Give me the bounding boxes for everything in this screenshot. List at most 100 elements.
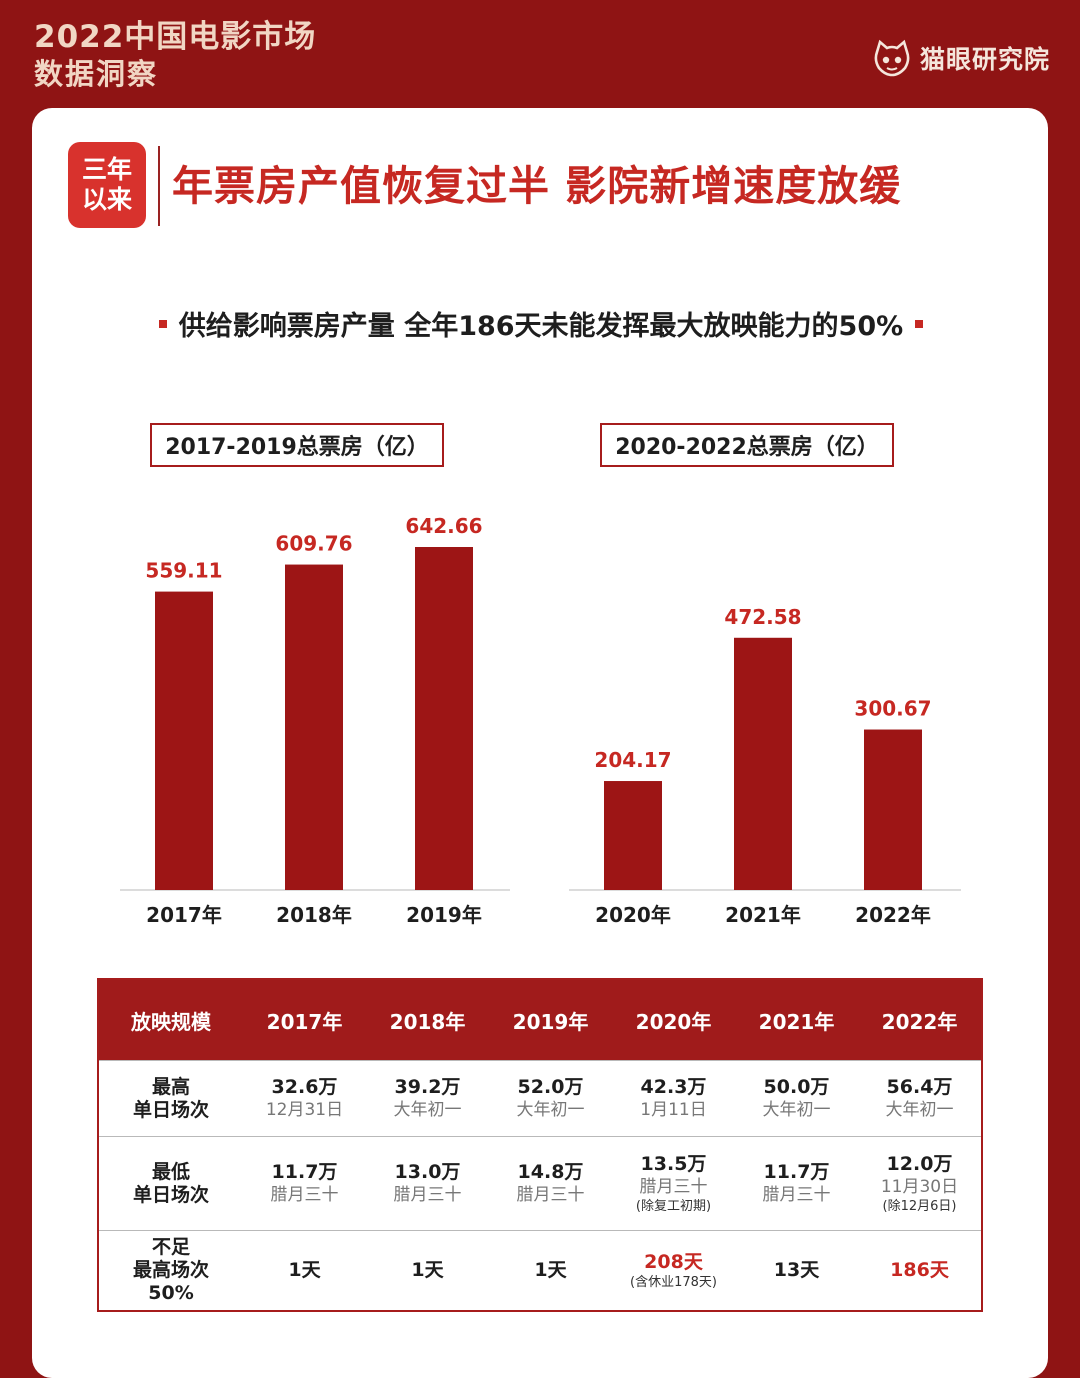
brand-name: 猫眼研究院 bbox=[919, 45, 1050, 74]
report-title: 2022中国电影市场 数据洞察 bbox=[34, 18, 316, 92]
title-divider bbox=[158, 146, 160, 226]
cell-value: 1天 bbox=[534, 1259, 567, 1281]
table-header-year: 2020年 bbox=[635, 1009, 712, 1034]
bar-2019年 bbox=[415, 547, 473, 890]
cell-note: (含休业178天) bbox=[630, 1274, 717, 1290]
table-cell: 56.4万 大年初一 bbox=[858, 1076, 981, 1121]
bar-value-label: 642.66 bbox=[405, 514, 482, 538]
bar-category-label: 2017年 bbox=[146, 903, 222, 927]
row-label-text: 最高 bbox=[151, 1075, 190, 1098]
bullet-square-icon bbox=[158, 319, 167, 328]
bar-2018年 bbox=[285, 564, 343, 890]
cell-date: 大年初一 bbox=[516, 1100, 585, 1120]
table-cell: 1天 bbox=[243, 1259, 366, 1282]
subtitle: 供给影响票房产量 全年186天未能发挥最大放映能力的50% bbox=[98, 304, 984, 343]
table-row-max-screenings: 最高 单日场次 32.6万 12月31日 39.2万 大年初一 52.0万 大年初一 42.3万… bbox=[99, 1060, 981, 1136]
table-cell: 13.5万 腊月三十 (除复工初期) bbox=[612, 1153, 735, 1215]
row-label: 不足 最高场次 50% bbox=[99, 1236, 243, 1305]
bar-value-label: 300.67 bbox=[854, 697, 931, 721]
bar-value-label: 204.17 bbox=[594, 748, 671, 772]
table-cell: 11.7万 腊月三十 bbox=[243, 1161, 366, 1206]
report-title-line2: 数据洞察 bbox=[34, 57, 159, 91]
table-cell: 32.6万 12月31日 bbox=[243, 1076, 366, 1121]
table-cell: 14.8万 腊月三十 bbox=[489, 1161, 612, 1206]
table-header-year: 2022年 bbox=[881, 1009, 958, 1034]
table-row-under-half: 不足 最高场次 50% 1天 1天 1天 208天 (含休业178天) 13天 186天 bbox=[99, 1230, 981, 1310]
chart-right-title: 2020-2022总票房（亿） bbox=[600, 423, 894, 467]
bar-category-label: 2021年 bbox=[725, 903, 801, 927]
brand: 猫眼研究院 bbox=[872, 36, 1050, 80]
cell-date: 腊月三十 bbox=[639, 1176, 708, 1197]
table-cell: 13.0万 腊月三十 bbox=[366, 1161, 489, 1206]
cell-value: 11.7万 bbox=[271, 1161, 338, 1183]
table-header-year: 2018年 bbox=[389, 1009, 466, 1034]
table-header-row: 放映规模 2017年 2018年 2019年 2020年 2021年 2022年 bbox=[99, 980, 981, 1060]
table-cell: 13天 bbox=[735, 1259, 858, 1282]
cell-value: 13天 bbox=[773, 1259, 820, 1281]
content-card: 三年 以来 年票房产值恢复过半 影院新增速度放缓 供给影响票房产量 全年186天… bbox=[32, 108, 1048, 1378]
cell-value: 56.4万 bbox=[886, 1076, 953, 1098]
table-cell: 186天 bbox=[858, 1259, 981, 1282]
cell-date: 11月30日 bbox=[880, 1176, 959, 1197]
bar-category-label: 2018年 bbox=[276, 903, 352, 927]
row-label-text: 50% bbox=[148, 1282, 194, 1304]
cell-value: 52.0万 bbox=[517, 1076, 584, 1098]
bar-value-label: 559.11 bbox=[145, 559, 222, 583]
cell-note: (除12月6日) bbox=[882, 1198, 957, 1214]
cell-date: 腊月三十 bbox=[516, 1185, 585, 1205]
cell-date: 腊月三十 bbox=[393, 1185, 462, 1205]
cell-value: 13.0万 bbox=[394, 1161, 461, 1183]
main-title: 年票房产值恢复过半 影院新增速度放缓 bbox=[172, 162, 902, 210]
table-header-year: 2021年 bbox=[758, 1009, 835, 1034]
row-label-text: 不足 bbox=[151, 1236, 190, 1258]
table-cell: 50.0万 大年初一 bbox=[735, 1076, 858, 1121]
bar-2022年 bbox=[864, 729, 922, 890]
bar-2020年 bbox=[604, 781, 662, 890]
row-label-text: 最低 bbox=[151, 1160, 190, 1183]
row-label: 最高 单日场次 bbox=[99, 1076, 243, 1122]
screening-scale-table: 放映规模 2017年 2018年 2019年 2020年 2021年 2022年 最高 单日场… bbox=[97, 978, 983, 1312]
cell-value: 32.6万 bbox=[271, 1076, 338, 1098]
table-cell: 208天 (含休业178天) bbox=[612, 1251, 735, 1291]
cell-value: 11.7万 bbox=[763, 1161, 830, 1183]
table-cell: 12.0万 11月30日 (除12月6日) bbox=[858, 1153, 981, 1215]
table-header-label: 放映规模 bbox=[131, 1009, 211, 1034]
table-cell: 1天 bbox=[489, 1259, 612, 1282]
cell-value: 1天 bbox=[411, 1259, 444, 1281]
bullet-square-icon bbox=[915, 319, 924, 328]
cell-value: 1天 bbox=[288, 1259, 321, 1281]
box-office-charts: 559.11 2017年 609.76 2018年 642.66 2019年 204.17 2… bbox=[120, 514, 961, 927]
table-cell: 39.2万 大年初一 bbox=[366, 1076, 489, 1121]
cell-value: 14.8万 bbox=[517, 1161, 584, 1183]
badge-line2: 以来 bbox=[81, 185, 132, 214]
report-title-line1: 2022中国电影市场 bbox=[34, 19, 317, 55]
bar-category-label: 2020年 bbox=[595, 903, 671, 927]
cell-date: 腊月三十 bbox=[762, 1185, 831, 1205]
cell-date: 大年初一 bbox=[885, 1100, 954, 1120]
chart-left-title-text: 2017-2019总票房（亿） bbox=[165, 435, 429, 460]
table-header-year: 2019年 bbox=[512, 1009, 589, 1034]
table-cell: 42.3万 1月11日 bbox=[612, 1076, 735, 1121]
chart-right-title-text: 2020-2022总票房（亿） bbox=[615, 435, 879, 460]
cell-date: 大年初一 bbox=[762, 1100, 831, 1120]
bar-2017年 bbox=[155, 591, 213, 890]
cell-date: 1月11日 bbox=[640, 1100, 707, 1120]
cell-date: 大年初一 bbox=[393, 1100, 462, 1120]
bar-category-label: 2022年 bbox=[855, 903, 931, 927]
cell-date: 腊月三十 bbox=[270, 1185, 339, 1205]
bar-category-label: 2019年 bbox=[406, 903, 482, 927]
bar-value-label: 472.58 bbox=[724, 605, 801, 629]
table-cell: 1天 bbox=[366, 1259, 489, 1282]
cell-value: 50.0万 bbox=[763, 1076, 830, 1098]
row-label-text: 单日场次 bbox=[132, 1183, 209, 1206]
table-cell: 52.0万 大年初一 bbox=[489, 1076, 612, 1121]
subtitle-text: 供给影响票房产量 全年186天未能发挥最大放映能力的50% bbox=[178, 311, 904, 342]
bar-2021年 bbox=[734, 637, 792, 890]
cell-value: 42.3万 bbox=[640, 1076, 707, 1098]
cell-value: 39.2万 bbox=[394, 1076, 461, 1098]
cell-value: 12.0万 bbox=[886, 1152, 953, 1175]
table-row-min-screenings: 最低 单日场次 11.7万 腊月三十 13.0万 腊月三十 14.8万 腊月三十 13.5万 腊月… bbox=[99, 1136, 981, 1230]
bar-value-label: 609.76 bbox=[275, 532, 352, 556]
table-cell: 11.7万 腊月三十 bbox=[735, 1161, 858, 1206]
section-badge: 三年 以来 bbox=[68, 142, 146, 228]
